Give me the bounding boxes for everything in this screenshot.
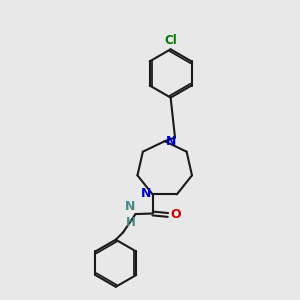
Text: N: N — [141, 187, 152, 200]
Text: H: H — [126, 215, 136, 229]
Text: O: O — [170, 208, 181, 221]
Text: Cl: Cl — [164, 34, 177, 47]
Text: N: N — [125, 200, 136, 213]
Text: N: N — [166, 135, 176, 148]
